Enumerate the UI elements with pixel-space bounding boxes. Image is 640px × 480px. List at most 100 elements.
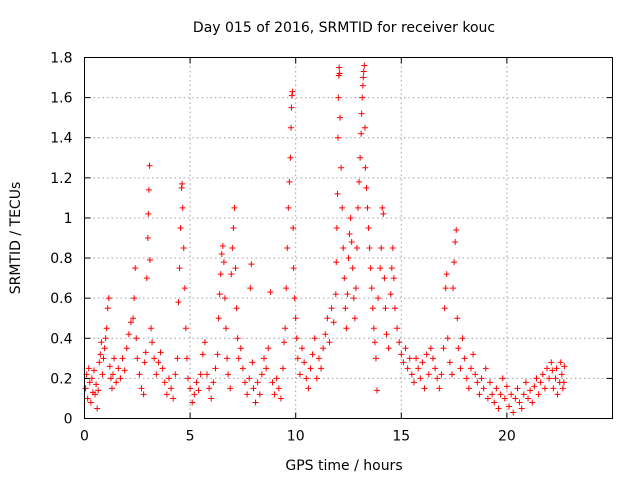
y-axis-label: SRMTID / TECUs [8,182,24,295]
data-point [263,365,270,372]
data-point [377,265,384,272]
data-point [94,405,101,412]
y-tick-label: 1.6 [50,91,72,107]
data-point [191,391,198,398]
data-point [326,339,333,346]
data-point [100,355,107,362]
data-point [232,265,239,272]
data-point [387,291,394,298]
data-point [84,395,91,402]
data-point [365,224,372,231]
data-point [87,399,94,406]
data-point [189,399,196,406]
data-point [93,381,100,388]
chart-title: Day 015 of 2016, SRMTID for receiver kou… [193,20,495,36]
data-point [148,325,155,332]
data-point [146,257,153,264]
data-point [285,204,292,211]
data-point [170,395,177,402]
data-points [82,62,568,416]
data-point [291,295,298,302]
data-point [408,371,415,378]
data-point [208,395,215,402]
data-point [313,375,320,382]
data-point [130,315,137,322]
data-point [441,305,448,312]
data-point [510,409,517,416]
data-point [423,351,430,358]
data-point [181,285,188,292]
data-point [277,395,284,402]
data-point [351,315,358,322]
data-point [296,371,303,378]
data-point [544,365,551,372]
data-point [117,375,124,382]
data-point [443,271,450,278]
data-point [322,331,329,338]
data-point [436,385,443,392]
data-point [362,164,369,171]
data-point [256,391,263,398]
data-point [267,289,274,296]
data-point [244,391,251,398]
data-point [230,224,237,231]
data-point [179,180,186,187]
data-point [559,385,566,392]
data-point [324,315,331,322]
data-point [332,291,339,298]
data-point [361,62,368,69]
data-point [214,351,221,358]
data-point [484,395,491,402]
x-tick-labels: 0 5 10 15 20 [80,429,516,445]
data-point [86,379,93,386]
x-tick-label: 15 [392,429,410,445]
data-point [176,265,183,272]
data-point [427,345,434,352]
data-point [522,379,529,386]
data-point [115,365,122,372]
x-axis-label: GPS time / hours [285,458,402,474]
data-point [299,345,306,352]
data-point [333,224,340,231]
data-point [512,395,519,402]
data-point [432,365,439,372]
data-point [442,285,449,292]
data-point [273,375,280,382]
data-point [261,355,268,362]
data-point [91,367,98,374]
data-point [497,391,504,398]
y-tick-label: 1.4 [50,131,72,147]
data-point [250,385,257,392]
data-point [369,305,376,312]
data-point [197,371,204,378]
data-point [102,335,109,342]
data-point [105,295,112,302]
data-point [206,385,213,392]
data-point [127,319,134,326]
data-point [450,285,457,292]
data-point [284,245,291,252]
data-point [346,230,353,237]
data-point [234,335,241,342]
data-point [231,204,238,211]
data-point [491,399,498,406]
data-point [133,335,140,342]
data-point [290,224,297,231]
data-point [258,371,265,378]
data-point [138,385,145,392]
data-point [453,226,460,233]
data-point [292,315,299,322]
data-point [216,291,223,298]
data-point [501,395,508,402]
data-point [328,305,335,312]
y-tick-label: 0.2 [50,371,72,387]
data-point [201,339,208,346]
data-point [280,365,287,372]
data-point [557,359,564,366]
data-point [254,379,261,386]
data-point [286,178,293,185]
data-point [233,305,240,312]
data-point [113,379,120,386]
data-point [419,359,426,366]
data-point [119,355,126,362]
